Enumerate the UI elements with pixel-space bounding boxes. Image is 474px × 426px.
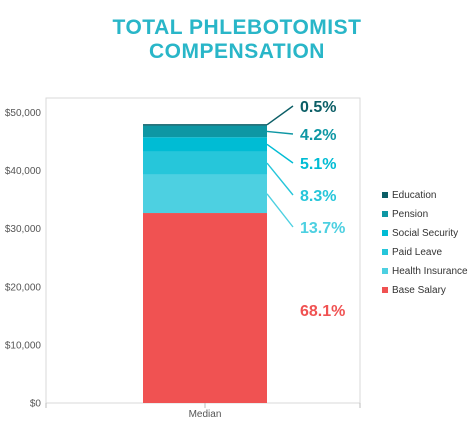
x-tick-label: Median: [189, 409, 222, 420]
legend-entry: Social Security: [392, 228, 458, 239]
leader-line: [266, 143, 294, 164]
leader-line: [266, 130, 294, 135]
legend-entry: Paid Leave: [392, 247, 442, 258]
legend-entry: Base Salary: [392, 285, 446, 296]
y-tick-label: $40,000: [5, 166, 42, 177]
bar-segment: [143, 213, 267, 403]
leader-line: [266, 162, 294, 196]
bar-segment: [143, 174, 267, 214]
chart-title-line-2: COMPENSATION: [149, 40, 325, 63]
legend-entry: Health Insurance: [392, 266, 468, 277]
leader-line: [266, 193, 294, 228]
legend-swatch: [382, 192, 388, 198]
y-tick-label: $10,000: [5, 340, 42, 351]
chart-title-line-1: TOTAL PHLEBOTOMIST: [112, 16, 362, 39]
data-label: 13.7%: [300, 220, 345, 237]
legend-swatch: [382, 211, 388, 217]
y-tick-label: $20,000: [5, 282, 42, 293]
legend-entry: Pension: [392, 209, 428, 220]
legend-swatch: [382, 268, 388, 274]
bar-segment: [143, 151, 267, 175]
legend-swatch: [382, 230, 388, 236]
data-label: 8.3%: [300, 188, 336, 205]
chart-title: TOTAL PHLEBOTOMIST COMPENSATION: [0, 16, 474, 64]
bar-segment: [143, 124, 267, 126]
data-label: 4.2%: [300, 127, 336, 144]
legend-entry: Education: [392, 190, 436, 201]
y-tick-label: $30,000: [5, 224, 42, 235]
y-tick-label: $50,000: [5, 108, 42, 119]
legend-swatch: [382, 287, 388, 293]
y-tick-label: $0: [30, 399, 42, 410]
data-label: 5.1%: [300, 156, 336, 173]
bar-segment: [143, 137, 267, 152]
data-label: 68.1%: [300, 303, 345, 320]
legend-swatch: [382, 249, 388, 255]
leader-line: [266, 105, 294, 126]
bar-segment: [143, 125, 267, 138]
data-label: 0.5%: [300, 99, 336, 116]
